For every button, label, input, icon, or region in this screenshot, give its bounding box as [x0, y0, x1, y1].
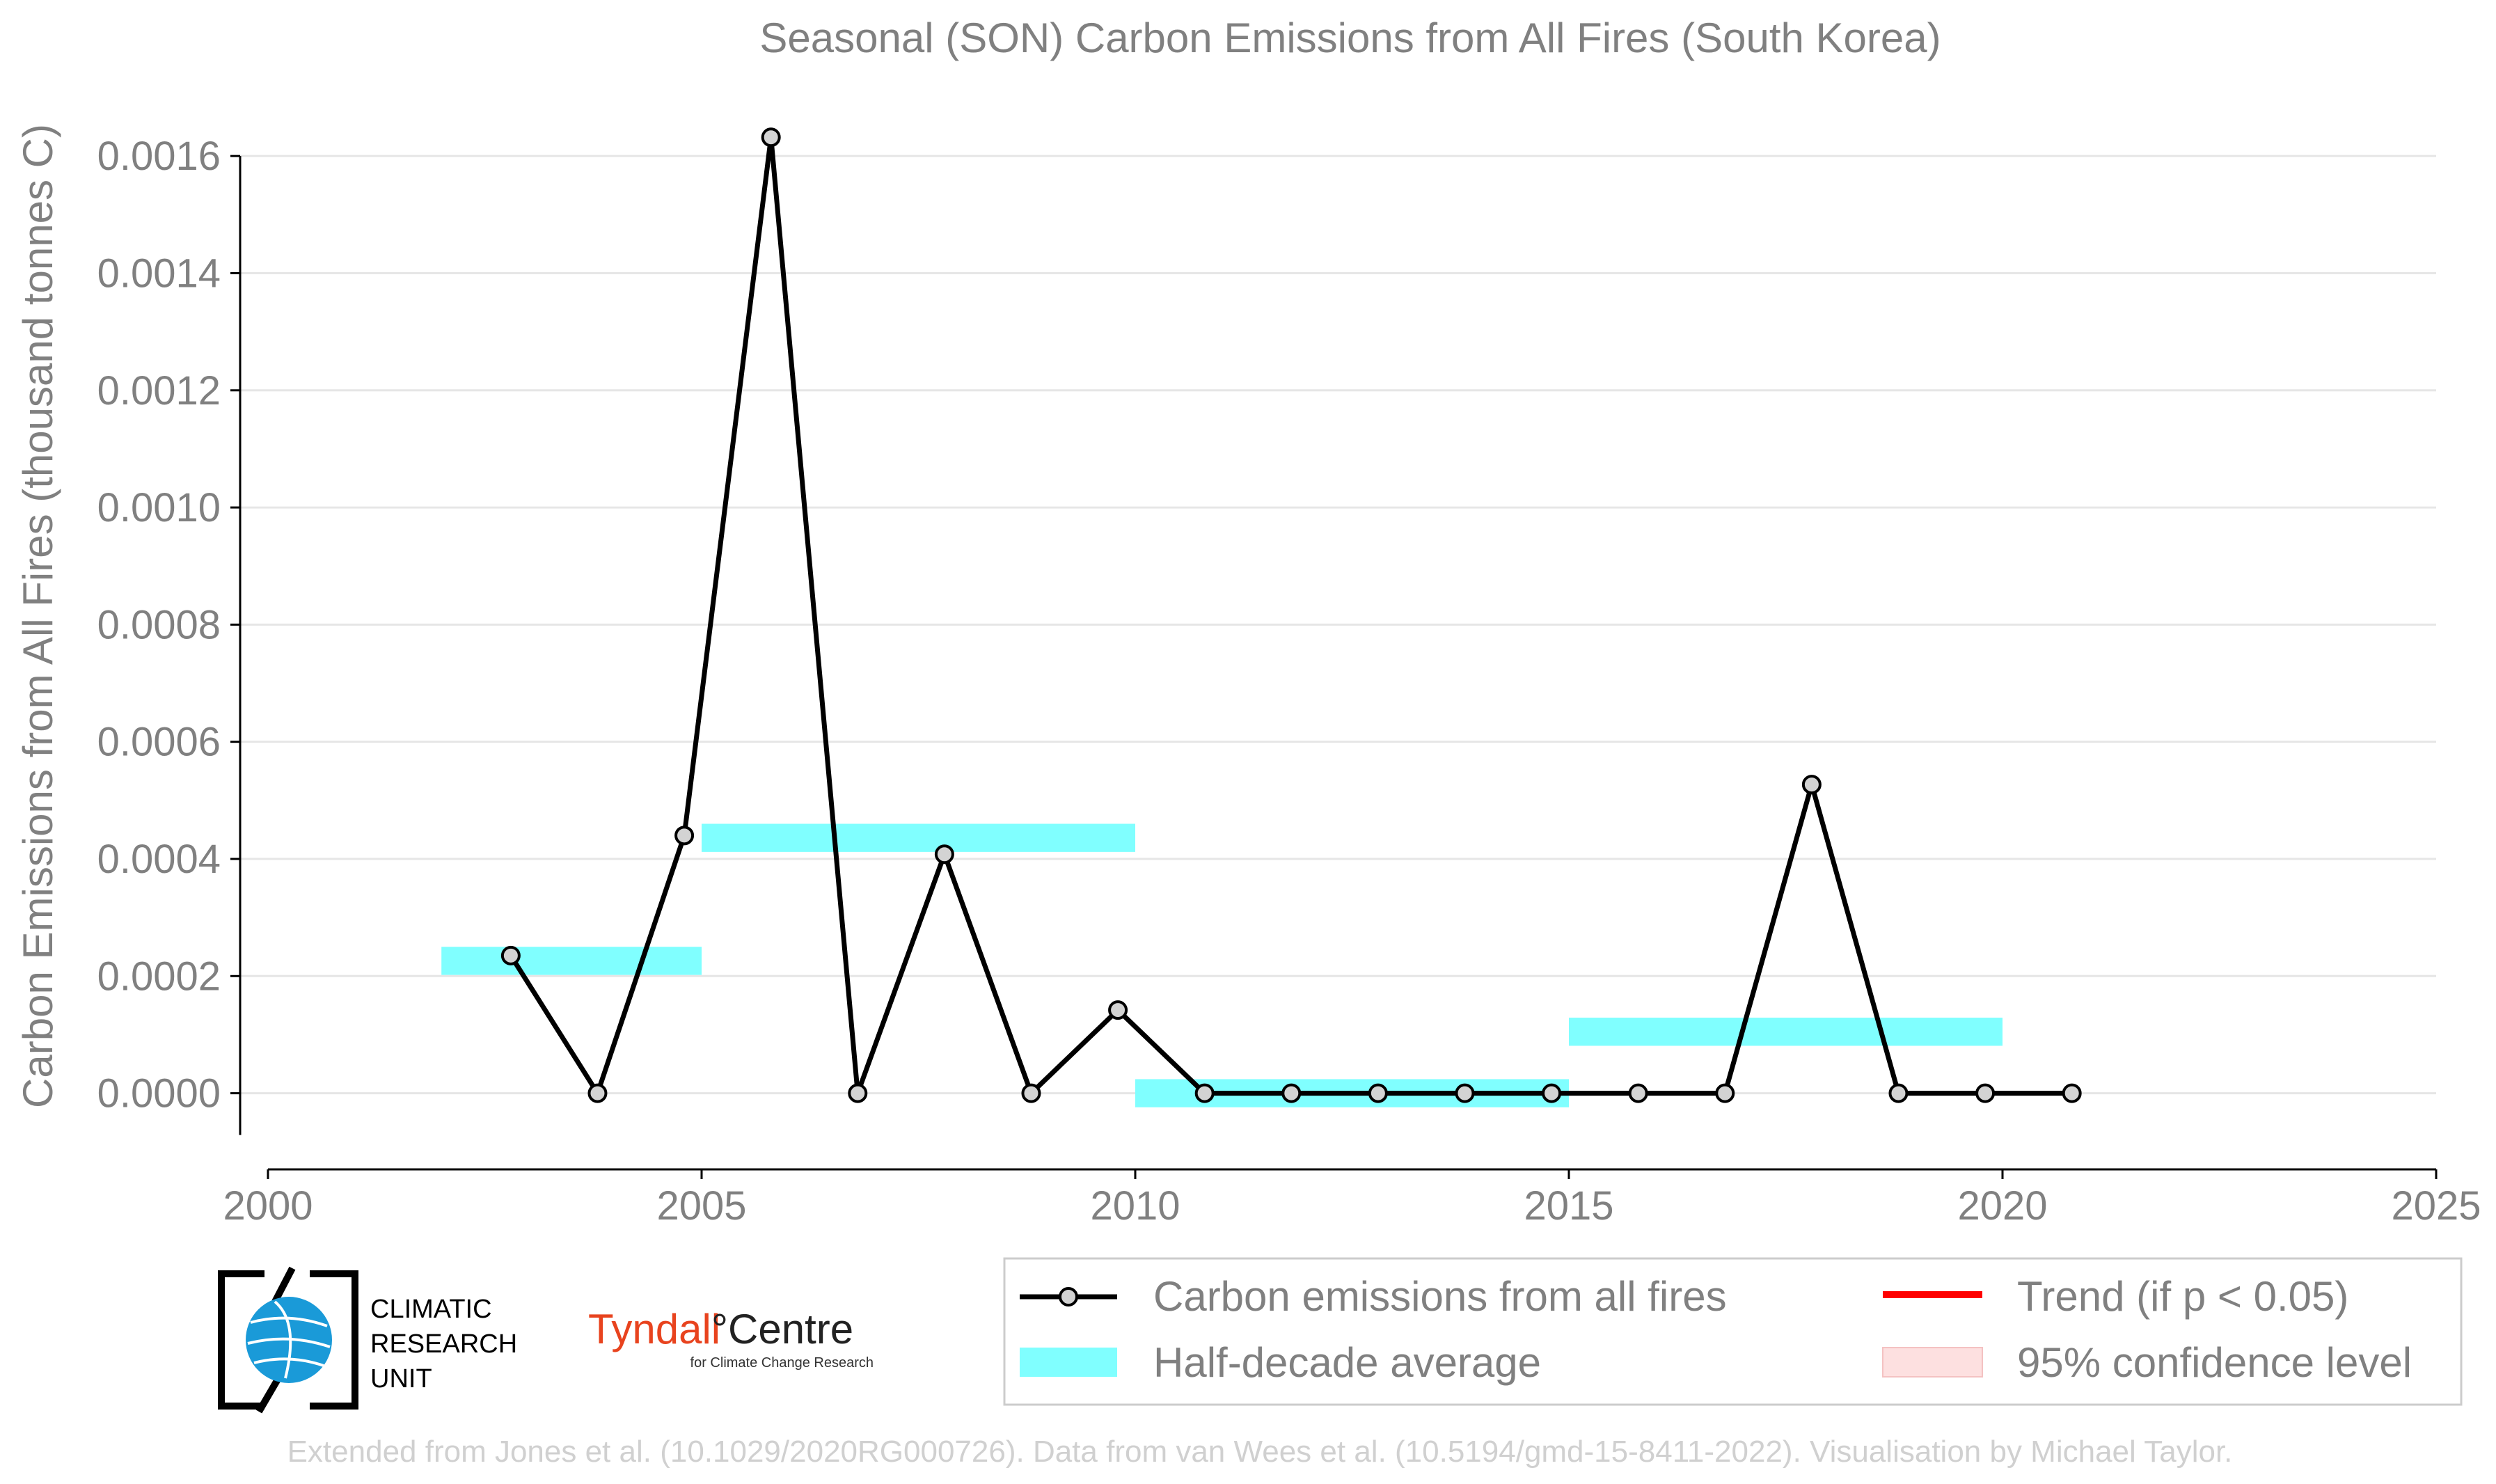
half-decade-bar-0 [441, 947, 702, 975]
legend-swatch-half-decade [1020, 1348, 1117, 1377]
series-group [500, 127, 2082, 1103]
legend: Carbon emissions from all fires Half-dec… [1003, 1257, 2463, 1406]
y-tick-label-8: 0.0016 [97, 134, 221, 179]
x-tick-label-2: 2010 [1090, 1183, 1180, 1229]
tyndall-logo-centre: °Centre [711, 1306, 853, 1352]
y-tick-label-5: 0.0010 [97, 485, 221, 530]
data-point-11 [1455, 1083, 1475, 1103]
x-tick-label-3: 2015 [1524, 1183, 1613, 1229]
data-point-12 [1542, 1083, 1562, 1103]
grid-lines [240, 155, 2436, 1095]
data-point-9 [1281, 1083, 1302, 1103]
y-axis-label: Carbon Emissions from All Fires (thousan… [15, 124, 61, 1108]
data-point-8 [1194, 1083, 1215, 1103]
cru-logo-line-1: CLIMATIC [370, 1295, 492, 1324]
data-point-3 [761, 127, 781, 148]
x-tick-label-5: 2025 [2391, 1183, 2481, 1229]
tyndall-logo: Tyndall °Centre for Climate Change Resea… [588, 1306, 874, 1371]
data-point-1 [587, 1083, 608, 1103]
cru-logo-line-2: RESEARCH [370, 1329, 517, 1359]
chart-title: Seasonal (SON) Carbon Emissions from All… [759, 15, 1941, 61]
cru-logo-line-3: UNIT [370, 1364, 432, 1394]
data-point-13 [1628, 1083, 1648, 1103]
x-tick-label-0: 2000 [223, 1183, 313, 1229]
half-decade-bar-3 [1569, 1018, 2003, 1046]
legend-label-half-decade: Half-decade average [1153, 1339, 1541, 1386]
y-tick-label-4: 0.0008 [97, 602, 221, 647]
legend-label-trend: Trend (if p < 0.05) [2017, 1273, 2348, 1320]
data-point-4 [848, 1083, 868, 1103]
x-tick-label-4: 2020 [1957, 1183, 2047, 1229]
series-line-0 [508, 136, 2072, 1099]
data-point-15 [1801, 775, 1822, 795]
legend-label-confidence: 95% confidence level [2017, 1339, 2412, 1386]
data-point-17 [1975, 1083, 1996, 1103]
tyndall-logo-sub: for Climate Change Research [690, 1355, 874, 1371]
data-point-16 [1888, 1083, 1909, 1103]
legend-marker-emissions [1059, 1287, 1078, 1307]
legend-label-emissions: Carbon emissions from all fires [1153, 1273, 1727, 1320]
y-tick-label-1: 0.0002 [97, 954, 221, 999]
y-tick-label-7: 0.0014 [97, 251, 221, 296]
credit-text: Extended from Jones et al. (10.1029/2020… [287, 1435, 2233, 1469]
cru-logo: CLIMATIC RESEARCH UNIT [218, 1266, 517, 1414]
half-decade-bar-1 [702, 823, 1135, 852]
data-point-14 [1715, 1083, 1735, 1103]
data-point-18 [2062, 1083, 2082, 1103]
data-point-0 [500, 945, 521, 965]
data-point-5 [934, 844, 954, 865]
data-point-6 [1021, 1083, 1041, 1103]
y-ticks: 0.0000 0.0002 0.0004 0.0006 0.0008 0.0010 0.00… [97, 134, 240, 1116]
data-point-2 [674, 826, 695, 846]
data-point-10 [1368, 1083, 1388, 1103]
y-tick-label-3: 0.0006 [97, 720, 221, 765]
data-point-7 [1108, 1000, 1128, 1020]
y-tick-label-2: 0.0004 [97, 837, 221, 882]
legend-swatch-confidence [1882, 1347, 1983, 1378]
y-tick-label-0: 0.0000 [97, 1071, 221, 1116]
tyndall-logo-main: Tyndall [588, 1306, 720, 1352]
x-ticks: 2000 2005 2010 2015 2020 2025 [223, 1169, 2481, 1229]
x-tick-label-1: 2005 [656, 1183, 746, 1229]
y-tick-label-6: 0.0012 [97, 368, 221, 413]
legend-box [1003, 1257, 2463, 1406]
